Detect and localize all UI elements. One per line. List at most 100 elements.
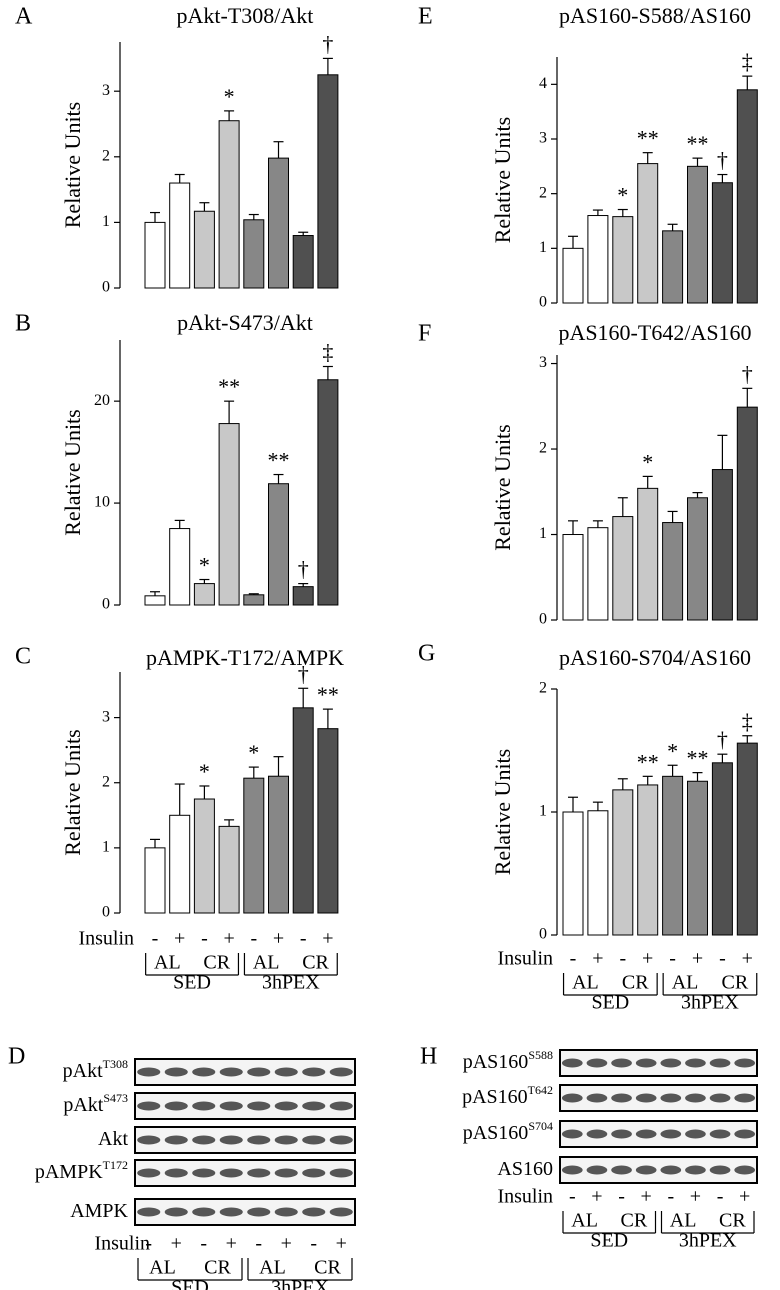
bar <box>637 784 659 936</box>
significance-mark: ** <box>268 448 290 473</box>
y-axis-label: Relative Units <box>490 424 515 550</box>
bar <box>317 379 339 606</box>
error-bar <box>717 173 728 183</box>
bar <box>662 775 684 936</box>
insulin-label: Insulin <box>497 948 553 970</box>
blot-label-main: AMPK <box>70 1200 128 1222</box>
bar <box>268 157 289 289</box>
error-bar <box>667 764 678 777</box>
blot-label-main: pAkt <box>63 1060 103 1082</box>
blot-band <box>635 1093 657 1103</box>
y-axis-label: Relative Units <box>60 729 85 855</box>
blot-label: pAktT308 <box>63 1057 128 1082</box>
significance-mark: * <box>642 449 653 474</box>
supergroup-label: SED <box>591 992 629 1014</box>
blot-label-main: Akt <box>98 1128 128 1150</box>
bar <box>218 423 240 606</box>
blot-band <box>192 1067 216 1077</box>
bar <box>317 74 339 289</box>
chart-title: pAkt-T308/Akt <box>177 3 314 28</box>
blot-band <box>274 1168 298 1178</box>
bar <box>144 847 166 914</box>
blot-band <box>164 1207 188 1217</box>
blot-band <box>635 1058 657 1068</box>
blot-label: AS160 <box>497 1158 553 1180</box>
bar <box>268 483 289 606</box>
bar <box>587 527 609 621</box>
supergroup-label: SED <box>171 1277 209 1290</box>
blot-band <box>219 1135 243 1145</box>
y-tick-label: 2 <box>102 773 110 790</box>
x-tick-label: + <box>273 928 284 950</box>
group-label: CR <box>204 1257 231 1279</box>
significance-mark: † <box>717 148 728 173</box>
insulin-sign: + <box>336 1233 347 1255</box>
blot-band <box>247 1067 271 1077</box>
blot-band <box>685 1129 706 1139</box>
error-bar <box>273 473 284 484</box>
insulin-sign: + <box>739 1186 750 1208</box>
blot-band <box>137 1101 161 1111</box>
bar <box>711 182 733 304</box>
blot-band <box>586 1058 608 1068</box>
bar <box>193 583 215 606</box>
insulin-sign: - <box>145 1233 152 1255</box>
blot-band <box>586 1129 608 1139</box>
x-tick-label: - <box>669 948 676 970</box>
blot-label: pAktS473 <box>63 1091 128 1116</box>
blot-band <box>192 1135 216 1145</box>
y-tick-label: 10 <box>94 494 110 511</box>
significance-mark: ** <box>218 374 240 399</box>
chart-title: pAkt-S473/Akt <box>177 310 313 335</box>
blot-band <box>219 1067 243 1077</box>
insulin-sign: - <box>200 1233 207 1255</box>
x-tick-label: + <box>322 928 333 950</box>
insulin-label: Insulin <box>94 1233 150 1255</box>
error-bar <box>273 756 284 777</box>
panel-letter: E <box>418 4 433 30</box>
blot-label-main: pAS160 <box>463 1051 529 1073</box>
blot-band <box>734 1058 756 1068</box>
bar <box>292 586 314 606</box>
y-tick-label: 1 <box>539 525 547 542</box>
error-bar <box>174 173 185 184</box>
group-label: AL <box>253 952 280 974</box>
blot-band <box>137 1207 161 1217</box>
blot-band <box>164 1135 188 1145</box>
blot-band <box>660 1093 682 1103</box>
blot-band <box>709 1058 731 1068</box>
y-tick-label: 1 <box>102 839 110 856</box>
panel-letter: B <box>15 311 31 337</box>
group-label: AL <box>154 952 181 974</box>
bar <box>612 216 634 304</box>
blot-label-sup: S588 <box>528 1048 553 1062</box>
bar <box>687 165 708 304</box>
x-tick-label: + <box>742 948 753 970</box>
blot-band <box>219 1207 243 1217</box>
blot-band <box>611 1165 632 1175</box>
bar <box>193 798 215 914</box>
insulin-label: Insulin <box>497 1186 553 1208</box>
insulin-sign: + <box>281 1233 292 1255</box>
x-tick-label: - <box>570 948 577 970</box>
y-tick-label: 1 <box>102 213 110 230</box>
bar <box>736 89 758 304</box>
bar <box>687 780 708 936</box>
blot-band <box>709 1093 731 1103</box>
blot-band <box>561 1093 583 1103</box>
blot-band <box>561 1058 583 1068</box>
bar <box>736 406 758 621</box>
error-bar <box>199 202 210 212</box>
y-tick-label: 0 <box>539 294 547 311</box>
blot-band <box>274 1101 298 1111</box>
y-tick-label: 3 <box>539 354 547 371</box>
group-label: AL <box>672 972 699 994</box>
y-tick-label: 2 <box>539 440 547 457</box>
error-bar <box>224 400 235 424</box>
error-bar <box>667 510 678 523</box>
insulin-sign: - <box>255 1233 262 1255</box>
blot-band <box>329 1067 353 1077</box>
group-label: AL <box>259 1257 286 1279</box>
panel-letter: A <box>15 4 33 30</box>
bar <box>637 487 659 621</box>
